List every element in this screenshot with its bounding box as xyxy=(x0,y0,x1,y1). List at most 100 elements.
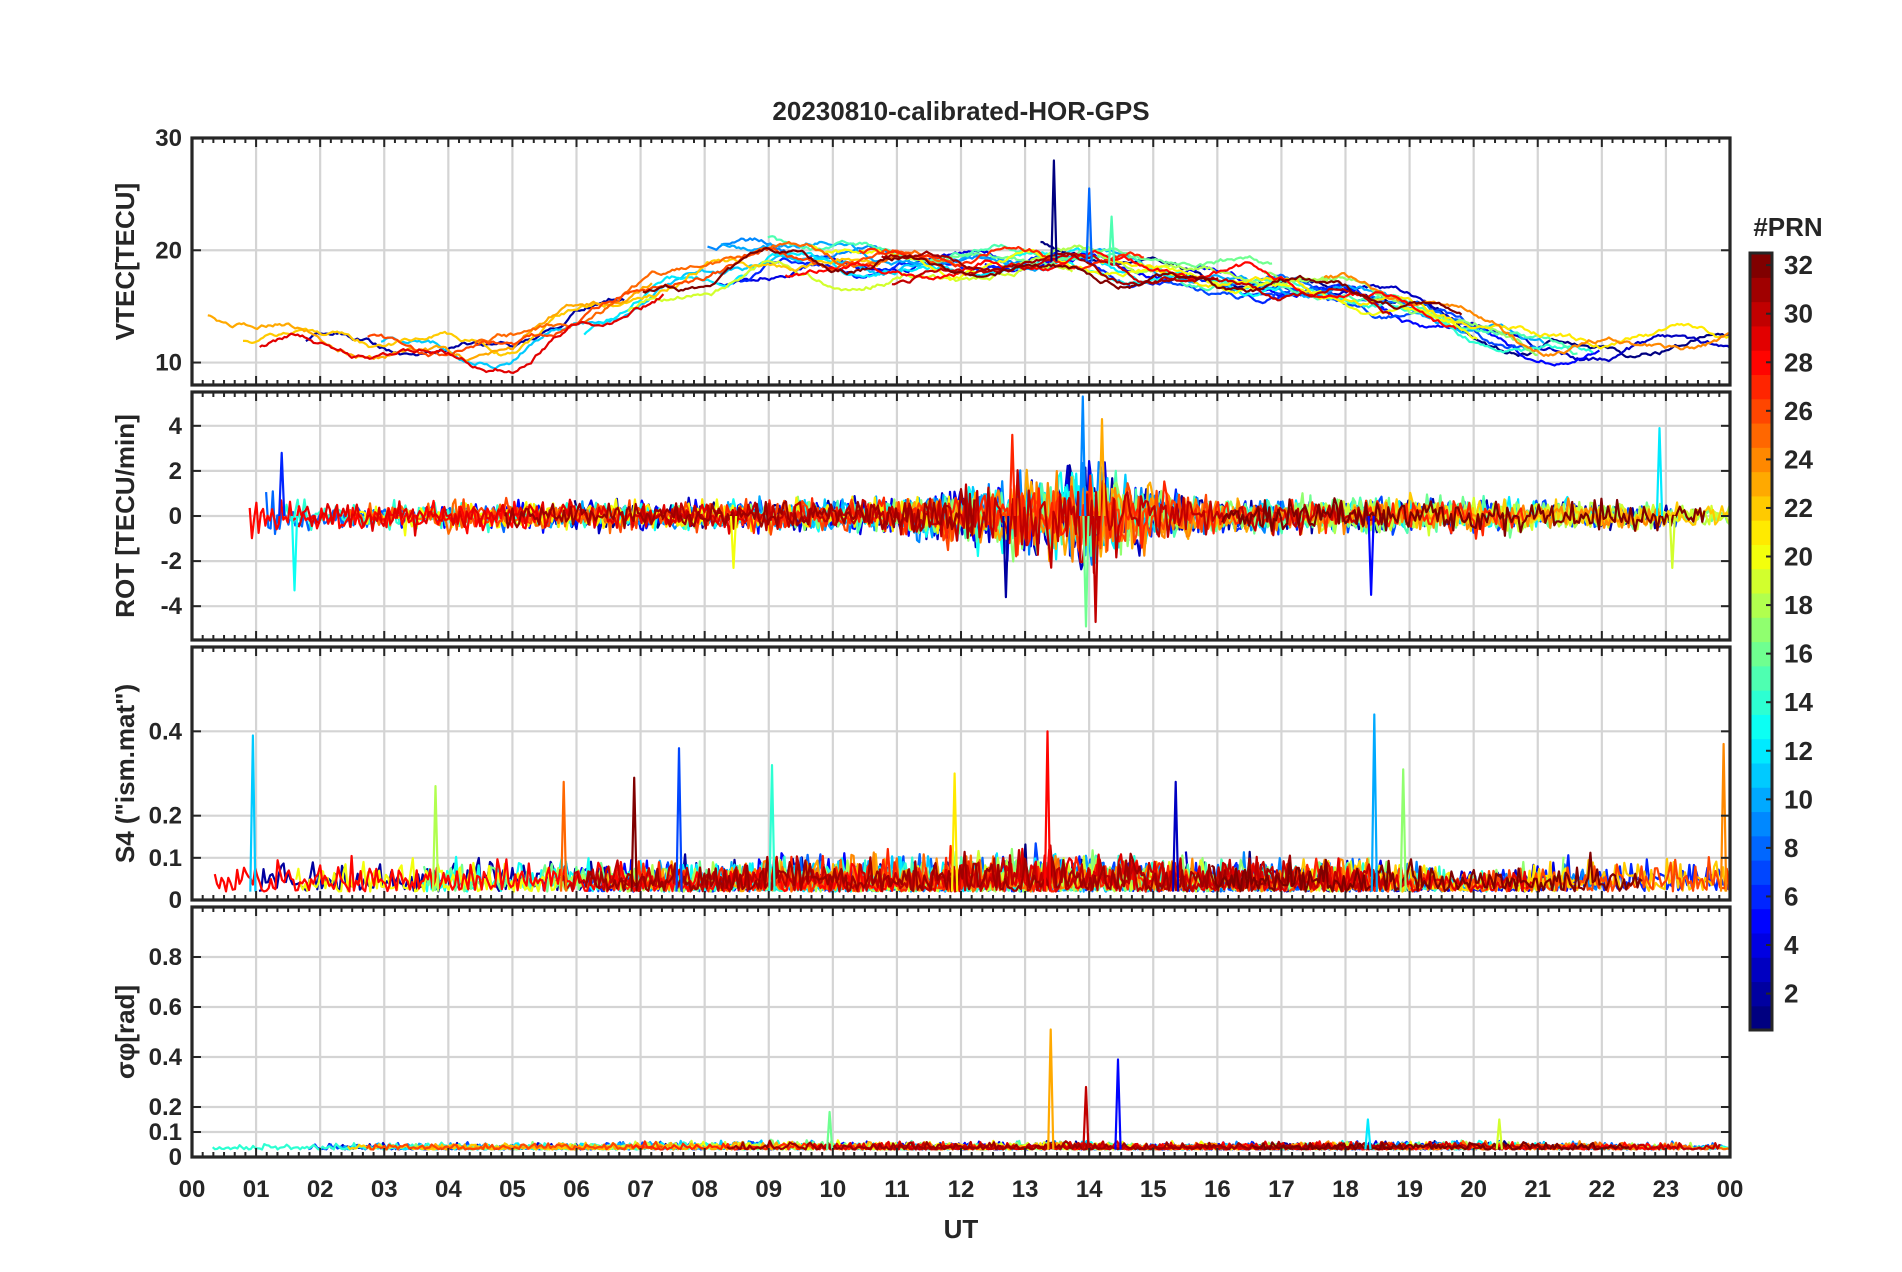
colorbar-tick-label-2: 6 xyxy=(1784,881,1798,911)
colorbar-segment-1 xyxy=(1750,1005,1772,1031)
panel-rot: -4 -2 0 2 4 ROT [TECU/min] xyxy=(110,390,1732,642)
spike-rot-8 xyxy=(1091,515,1100,624)
colorbar-segment-6 xyxy=(1750,884,1772,910)
x-tick-label-7: 07 xyxy=(627,1176,654,1203)
series-group-rot xyxy=(248,395,1730,628)
colorbar-segment-3 xyxy=(1750,957,1772,983)
y-tick-label-rot-1: -2 xyxy=(161,548,182,575)
x-tick-label-15: 15 xyxy=(1140,1176,1167,1203)
spike-rot-4 xyxy=(1002,515,1010,599)
series-rot-prn-29 xyxy=(297,498,748,537)
x-tick-label-2: 02 xyxy=(307,1176,334,1203)
colorbar-tick-label-4: 10 xyxy=(1784,784,1813,814)
y-tick-label-s4-0: 0 xyxy=(169,887,182,914)
spike-s4-5 xyxy=(768,764,776,892)
colorbar-segment-8 xyxy=(1750,835,1772,861)
colorbar-segment-32 xyxy=(1750,253,1772,278)
colorbar-tick-label-0: 2 xyxy=(1784,979,1798,1009)
y-tick-label-s4-2: 0.2 xyxy=(149,803,182,830)
x-axis: 00 01 02 03 04 05 06 07 08 09 10 11 12 13 14 15 16 17 18 19… xyxy=(179,1176,1744,1203)
y-tick-label-vtec-2: 30 xyxy=(155,125,182,152)
colorbar-segment-5 xyxy=(1750,908,1772,934)
series-vtec-prn-7 xyxy=(1156,278,1542,351)
series-vtec-prn-31 xyxy=(881,250,1219,287)
x-tick-label-24: 00 xyxy=(1717,1176,1744,1203)
x-tick-label-19: 19 xyxy=(1396,1176,1423,1203)
series-s4-prn-32 xyxy=(1210,851,1643,893)
spike-s4-1 xyxy=(431,785,440,892)
y-tick-label-s4-3: 0.4 xyxy=(149,718,183,745)
spike-sigma_phi-5 xyxy=(1495,1118,1503,1150)
x-tick-label-23: 23 xyxy=(1653,1176,1680,1203)
series-vtec-prn-25 xyxy=(474,240,976,345)
y-tick-label-sigma_phi-0: 0 xyxy=(169,1144,182,1171)
series-vtec-prn-20 xyxy=(808,244,1478,340)
spike-s4-7 xyxy=(1043,730,1052,892)
colorbar-tick-label-7: 16 xyxy=(1784,639,1813,669)
colorbar-segment-14 xyxy=(1750,690,1772,715)
colorbar-segment-15 xyxy=(1750,665,1772,691)
colorbar-label: #PRN xyxy=(1753,212,1822,242)
series-vtec-prn-29 xyxy=(259,293,665,374)
y-axis-label-vtec: VTEC[TECU] xyxy=(110,183,140,340)
series-sigma_phi-prn-31 xyxy=(726,1139,1403,1151)
colorbar-segment-10 xyxy=(1750,787,1772,813)
x-tick-label-9: 09 xyxy=(755,1176,782,1203)
series-vtec-prn-23 xyxy=(207,282,653,362)
x-tick-label-8: 08 xyxy=(691,1176,718,1203)
x-tick-label-5: 05 xyxy=(499,1176,526,1203)
series-vtec-prn-22 xyxy=(243,257,879,357)
colorbar-frame xyxy=(1748,251,1774,1032)
y-axis-label-sigma_phi: σφ[rad] xyxy=(110,985,140,1079)
colorbar-tick-label-1: 4 xyxy=(1784,930,1799,960)
series-group-sigma_phi xyxy=(211,1028,1730,1151)
colorbar-segment-29 xyxy=(1750,325,1772,351)
spike-rot-11 xyxy=(1668,515,1676,569)
x-tick-label-13: 13 xyxy=(1012,1176,1039,1203)
y-axis-label-s4: S4 ("ism.mat") xyxy=(110,684,140,863)
series-vtec-prn-17 xyxy=(1264,271,1538,357)
colorbar-segment-11 xyxy=(1750,762,1772,788)
spike-rot-1 xyxy=(290,515,299,592)
series-s4-prn-28 xyxy=(213,854,900,893)
colorbar-segment-30 xyxy=(1750,301,1772,327)
spike-rot-10 xyxy=(1655,427,1664,517)
y-tick-label-rot-0: -4 xyxy=(161,593,183,620)
panel-vtec: 10 20 30 VTEC[TECU] xyxy=(110,125,1732,387)
colorbar-segment-4 xyxy=(1750,932,1772,958)
colorbar-segment-31 xyxy=(1750,277,1772,303)
spike-sigma_phi-2 xyxy=(1082,1085,1090,1150)
x-tick-label-16: 16 xyxy=(1204,1176,1231,1203)
y-tick-label-vtec-1: 20 xyxy=(155,237,182,264)
colorbar-segment-25 xyxy=(1750,422,1772,448)
colorbar-segment-19 xyxy=(1750,568,1772,594)
y-tick-label-sigma_phi-3: 0.4 xyxy=(149,1044,183,1071)
spike-vtec-0 xyxy=(1050,159,1058,262)
colorbar-tick-label-8: 18 xyxy=(1784,590,1813,620)
y-tick-label-sigma_phi-4: 0.6 xyxy=(149,994,182,1021)
y-tick-label-rot-4: 4 xyxy=(169,413,183,440)
series-rot-prn-32 xyxy=(1221,497,1706,537)
panel-s4: 0 0.1 0.2 0.4 S4 ("ism.mat") xyxy=(110,645,1732,914)
spike-vtec-2 xyxy=(1107,215,1116,266)
colorbar-segment-7 xyxy=(1750,860,1772,885)
x-tick-label-17: 17 xyxy=(1268,1176,1295,1203)
series-rot-prn-14 xyxy=(283,498,635,534)
y-tick-label-vtec-0: 10 xyxy=(155,350,182,377)
spike-s4-0 xyxy=(249,734,257,892)
colorbar-tick-label-11: 24 xyxy=(1784,444,1813,474)
series-s4-prn-20 xyxy=(295,857,558,893)
colorbar-tick-label-3: 8 xyxy=(1784,833,1798,863)
colorbar-tick-label-5: 12 xyxy=(1784,736,1813,766)
x-tick-label-11: 11 xyxy=(884,1176,909,1203)
spike-vtec-1 xyxy=(1085,187,1093,262)
x-tick-label-18: 18 xyxy=(1332,1176,1359,1203)
colorbar-tick-label-13: 28 xyxy=(1784,347,1813,377)
spike-s4-4 xyxy=(675,747,683,892)
x-tick-label-10: 10 xyxy=(819,1176,846,1203)
spike-sigma_phi-3 xyxy=(1114,1058,1122,1150)
x-tick-label-4: 04 xyxy=(435,1176,462,1203)
series-group-vtec xyxy=(207,159,1730,374)
